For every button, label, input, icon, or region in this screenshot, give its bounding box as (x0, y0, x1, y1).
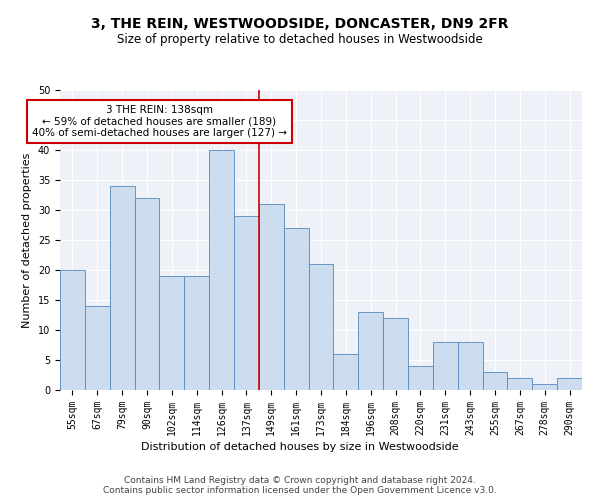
Bar (408, 366, 433, 390)
Bar (383, 318, 408, 390)
Y-axis label: Number of detached properties: Number of detached properties (22, 152, 32, 328)
Bar (160, 276, 184, 390)
Bar (308, 264, 334, 390)
Bar (458, 342, 482, 390)
Bar (532, 384, 557, 390)
Text: Distribution of detached houses by size in Westwoodside: Distribution of detached houses by size … (141, 442, 459, 452)
Bar (234, 216, 259, 390)
Bar (85, 306, 110, 390)
Bar (134, 198, 160, 390)
Bar (184, 276, 209, 390)
Text: Contains HM Land Registry data © Crown copyright and database right 2024.
Contai: Contains HM Land Registry data © Crown c… (103, 476, 497, 495)
Bar (358, 312, 383, 390)
Bar (433, 342, 458, 390)
Bar (334, 354, 358, 390)
Text: Size of property relative to detached houses in Westwoodside: Size of property relative to detached ho… (117, 32, 483, 46)
Bar (209, 150, 234, 390)
Bar (110, 186, 134, 390)
Bar (557, 378, 582, 390)
Bar (482, 372, 508, 390)
Bar (508, 378, 532, 390)
Text: 3, THE REIN, WESTWOODSIDE, DONCASTER, DN9 2FR: 3, THE REIN, WESTWOODSIDE, DONCASTER, DN… (91, 18, 509, 32)
Text: 3 THE REIN: 138sqm
← 59% of detached houses are smaller (189)
40% of semi-detach: 3 THE REIN: 138sqm ← 59% of detached hou… (32, 105, 287, 138)
Bar (284, 228, 308, 390)
Bar (60, 270, 85, 390)
Bar (259, 204, 284, 390)
